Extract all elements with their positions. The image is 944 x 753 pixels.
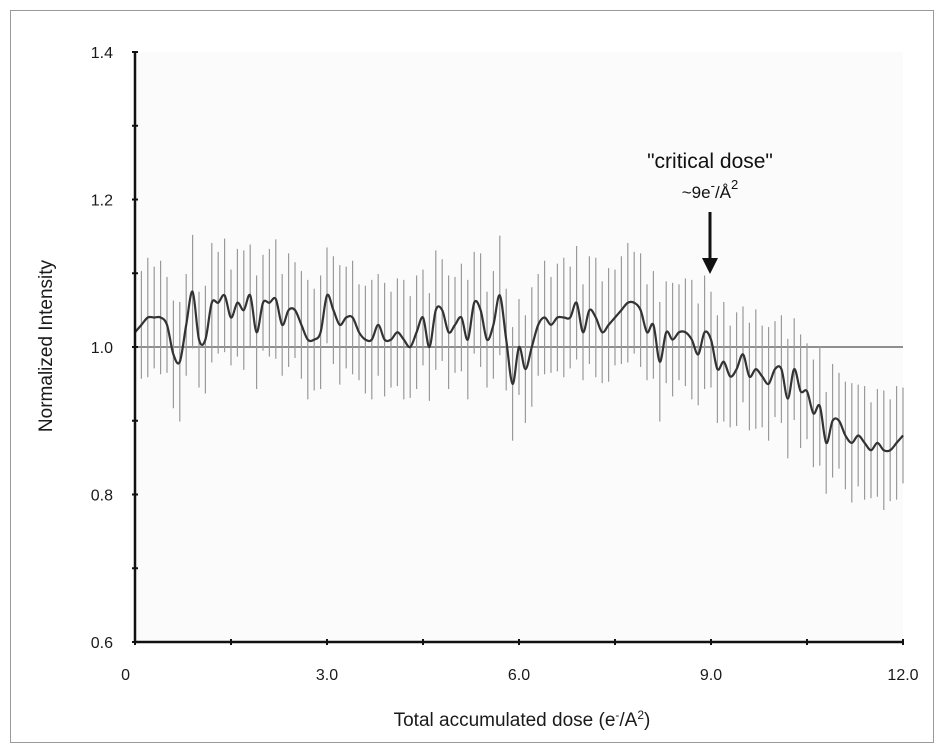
annotation-arrow-head <box>702 258 718 274</box>
y-tick-label: 1.0 <box>91 340 113 357</box>
critical-dose-annotation: "critical dose" ~9e-/Å2 <box>647 150 773 274</box>
x-tick-label: 3.0 <box>316 667 338 684</box>
y-tick-label: 1.4 <box>91 45 113 62</box>
x-tick-label: 6.0 <box>508 667 530 684</box>
y-tick-label: 0.6 <box>91 635 113 652</box>
series-line <box>134 290 904 453</box>
y-tick-label: 0.8 <box>91 488 113 505</box>
annotation-value: ~9e-/Å2 <box>682 177 738 202</box>
x-axis-title: Total accumulated dose (e-/A2) <box>394 708 651 731</box>
y-axis-title: Normalized Intensity <box>36 259 57 432</box>
annotation-title: "critical dose" <box>647 150 773 173</box>
x-tick-label: 9.0 <box>700 667 722 684</box>
x-tick-label: 12.0 <box>887 667 918 684</box>
x-tick-label: 0 <box>121 667 130 684</box>
y-tick-label: 1.2 <box>91 193 113 210</box>
